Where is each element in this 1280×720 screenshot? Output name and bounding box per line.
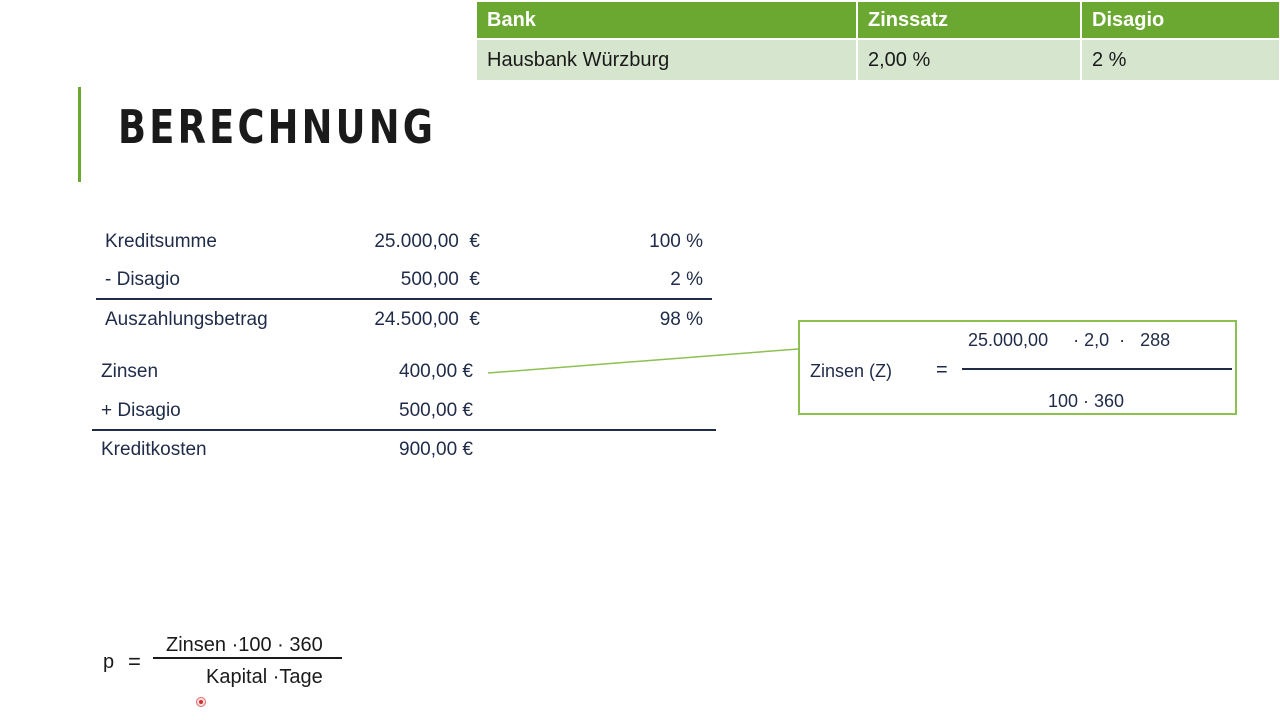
p-formula-fraction-line (153, 657, 342, 659)
bank-table-header-row: Bank Zinssatz Disagio (477, 2, 1279, 39)
p-formula-denominator: Kapital ·Tage (206, 666, 323, 688)
kreditsumme-label: Kreditsumme (105, 231, 217, 252)
kreditsumme-amount: 25.000,00 € (374, 231, 480, 252)
p-formula-equals: = (128, 649, 141, 674)
disagio-amount: 500,00 € (400, 269, 480, 290)
zinsen-formula-fraction-line (962, 368, 1232, 370)
plus-disagio-row: + Disagio 500,00 € (101, 396, 473, 426)
p-formula-label: p (103, 651, 115, 673)
zinsen-formula-box: Zinsen (Z) = 25.000,00 · 2,0 · 288 100 ·… (798, 320, 1237, 415)
auszahlung-label: Auszahlungsbetrag (105, 309, 268, 330)
auszahlung-amount: 24.500,00 € (374, 309, 480, 330)
bank-table: Bank Zinssatz Disagio Hausbank Würzburg … (477, 2, 1279, 80)
auszahlung-percent-row: 98 % (560, 305, 703, 335)
kreditkosten-row: Kreditkosten 900,00 € (101, 435, 473, 465)
zinsen-formula-denominator: 100 · 360 (1048, 391, 1125, 411)
total-divider (92, 429, 716, 431)
bank-table-header-disagio: Disagio (1081, 2, 1279, 39)
bank-table-header-bank: Bank (477, 2, 858, 39)
bank-table-header-zinssatz: Zinssatz (857, 2, 1082, 39)
auszahlung-percent: 98 % (659, 309, 703, 330)
kreditsumme-percent: 100 % (649, 231, 703, 252)
disagio-label: - Disagio (105, 269, 180, 290)
disagio-percent-row: 2 % (560, 265, 703, 295)
table-row: Hausbank Würzburg 2,00 % 2 % (477, 38, 1279, 80)
bank-name-cell: Hausbank Würzburg (477, 38, 858, 80)
zinsen-formula-numerator: 25.000,00 · 2,0 · 288 (968, 330, 1171, 350)
title-accent-bar (78, 87, 81, 182)
disagio-row: - Disagio 500,00 € (105, 265, 480, 295)
zinsen-row: Zinsen 400,00 € (101, 357, 473, 387)
page-title: BERECHNUNG (118, 100, 437, 154)
pointer-indicator (196, 697, 206, 707)
zinsen-amount: 400,00 € (399, 361, 473, 382)
subtotal-divider (96, 298, 712, 300)
auszahlung-row: Auszahlungsbetrag 24.500,00 € (105, 305, 480, 335)
zinsen-formula-equals: = (936, 359, 948, 381)
disagio-cell: 2 % (1081, 38, 1279, 80)
kreditsumme-row: Kreditsumme 25.000,00 € (105, 227, 480, 257)
zinssatz-cell: 2,00 % (857, 38, 1082, 80)
zinsen-formula-label: Zinsen (Z) (810, 361, 893, 381)
zinsen-label: Zinsen (101, 361, 159, 382)
kreditsumme-percent-row: 100 % (560, 227, 703, 257)
kreditkosten-amount: 900,00 € (399, 439, 473, 460)
p-formula-numerator: Zinsen ·100 · 360 (166, 634, 323, 656)
disagio-percent: 2 % (670, 269, 703, 290)
kreditkosten-label: Kreditkosten (101, 439, 207, 460)
plus-disagio-amount: 500,00 € (399, 400, 473, 421)
plus-disagio-label: + Disagio (101, 400, 181, 421)
